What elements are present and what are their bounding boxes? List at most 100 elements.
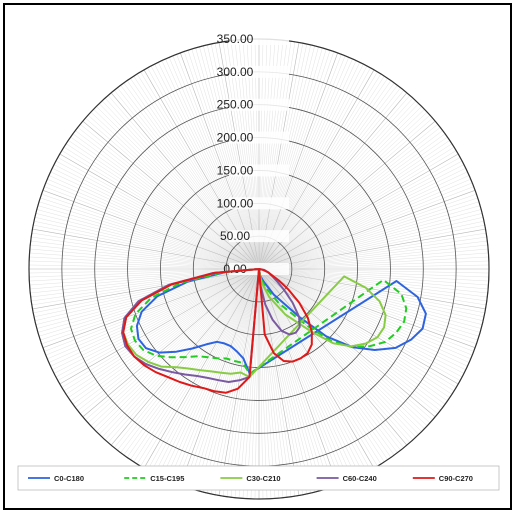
radial-tick-label: 50.00 bbox=[220, 229, 250, 243]
radial-tick-label: 250.00 bbox=[217, 98, 254, 112]
angular-gridline bbox=[258, 268, 404, 448]
angular-gridline bbox=[258, 112, 428, 270]
angular-gridline bbox=[199, 268, 260, 492]
angular-gridline bbox=[258, 268, 459, 385]
angular-gridline bbox=[44, 186, 260, 270]
angular-gridline bbox=[258, 117, 433, 270]
angular-gridline bbox=[258, 268, 457, 388]
angular-gridline bbox=[258, 268, 473, 356]
angular-gridline bbox=[258, 205, 481, 270]
angular-gridline bbox=[55, 268, 260, 378]
angular-gridline bbox=[57, 157, 260, 270]
angular-gridline bbox=[258, 193, 477, 270]
legend-label: C30-C210 bbox=[246, 474, 280, 483]
angular-gridline bbox=[59, 153, 260, 270]
legend: C0-C180 C15-C195 C30-C210 C60-C240 C90-C270 bbox=[17, 465, 500, 491]
angular-gridline bbox=[258, 127, 441, 270]
angular-gridline bbox=[30, 244, 260, 270]
angular-gridline bbox=[47, 178, 260, 270]
angular-gridline bbox=[258, 103, 419, 270]
angular-gridline bbox=[70, 136, 260, 270]
series-curves bbox=[121, 268, 427, 394]
legend-label: C0-C180 bbox=[54, 474, 84, 483]
angular-gridline bbox=[258, 252, 489, 270]
angular-gridline bbox=[183, 268, 260, 487]
angular-gridline bbox=[52, 268, 260, 370]
angular-gridline bbox=[258, 268, 461, 381]
angular-gridline bbox=[77, 268, 260, 411]
angular-gridline bbox=[80, 268, 260, 414]
angular-gridline bbox=[254, 268, 260, 499]
angular-gridline bbox=[258, 268, 323, 491]
angular-gridline bbox=[258, 248, 489, 270]
angular-gridline bbox=[120, 268, 260, 453]
angular-gridline bbox=[258, 268, 411, 443]
angular-gridline bbox=[258, 268, 419, 435]
angular-gridline bbox=[258, 124, 438, 270]
tick-label-background bbox=[229, 131, 289, 144]
angular-gridline bbox=[258, 268, 455, 392]
angular-gridline bbox=[258, 244, 488, 270]
angular-gridline bbox=[258, 268, 425, 429]
legend-label: C90-C270 bbox=[439, 474, 473, 483]
angular-gridline bbox=[258, 140, 450, 270]
angular-gridline bbox=[258, 268, 487, 302]
angular-gridline bbox=[258, 268, 488, 294]
angular-gridline bbox=[176, 268, 260, 484]
angular-gridline bbox=[258, 264, 489, 270]
radial-tick-labels: 0.00 50.00 100.00 150.00 200.00 250.00 300.00 3… bbox=[217, 32, 289, 276]
angular-gridline bbox=[90, 268, 260, 426]
angular-gridline bbox=[96, 268, 260, 432]
angular-gridline bbox=[258, 268, 450, 398]
tick-label-background bbox=[229, 65, 289, 78]
angular-gridline bbox=[85, 268, 260, 421]
angular-gridline bbox=[258, 256, 489, 270]
angular-gridline bbox=[68, 268, 260, 398]
angular-gridline bbox=[117, 268, 260, 451]
angular-gridline bbox=[258, 268, 292, 497]
angular-gridline bbox=[143, 268, 260, 469]
angular-gridline bbox=[63, 268, 260, 392]
angular-gridline bbox=[133, 268, 260, 462]
angular-gridline bbox=[258, 268, 452, 395]
angular-gridline bbox=[258, 268, 480, 337]
angular-gridline bbox=[258, 146, 455, 270]
angular-gridline bbox=[258, 164, 465, 270]
angular-gridline bbox=[258, 209, 482, 270]
angular-gridline bbox=[258, 268, 463, 378]
angular-gridline bbox=[258, 268, 428, 426]
angular-gridline bbox=[258, 268, 311, 494]
angular-gridline bbox=[246, 268, 260, 499]
angular-gridline bbox=[42, 268, 260, 348]
angular-gridline bbox=[37, 205, 260, 270]
angular-gridline bbox=[114, 268, 260, 448]
angular-gridline bbox=[258, 268, 401, 451]
angular-gridline bbox=[258, 268, 487, 306]
angular-gridline bbox=[32, 228, 260, 270]
angular-gridline bbox=[33, 268, 260, 314]
angular-gridline bbox=[258, 268, 441, 411]
angular-gridline bbox=[258, 260, 489, 270]
angular-gridline bbox=[52, 168, 260, 270]
angular-gridline bbox=[34, 268, 260, 321]
angular-gridline bbox=[258, 268, 438, 414]
angular-gridline bbox=[258, 268, 466, 370]
angular-gridline bbox=[258, 268, 471, 360]
angular-gridline bbox=[258, 268, 342, 484]
angular-gridline bbox=[29, 264, 260, 270]
angular-gridline bbox=[214, 268, 260, 495]
angular-gridline bbox=[45, 268, 260, 356]
angular-gridline bbox=[258, 268, 350, 481]
angular-gridline bbox=[258, 268, 465, 374]
angular-gridline bbox=[75, 130, 260, 270]
angular-gridline bbox=[41, 268, 260, 345]
angular-gridline bbox=[57, 268, 260, 381]
angular-gridline bbox=[31, 268, 260, 306]
angular-gridline bbox=[222, 268, 260, 497]
angular-gridline bbox=[38, 201, 260, 270]
angular-gridline bbox=[87, 114, 260, 270]
angular-gridline bbox=[258, 109, 425, 270]
angular-gridline bbox=[165, 268, 260, 480]
angular-gridline bbox=[40, 197, 260, 270]
angular-gridline bbox=[53, 164, 260, 270]
